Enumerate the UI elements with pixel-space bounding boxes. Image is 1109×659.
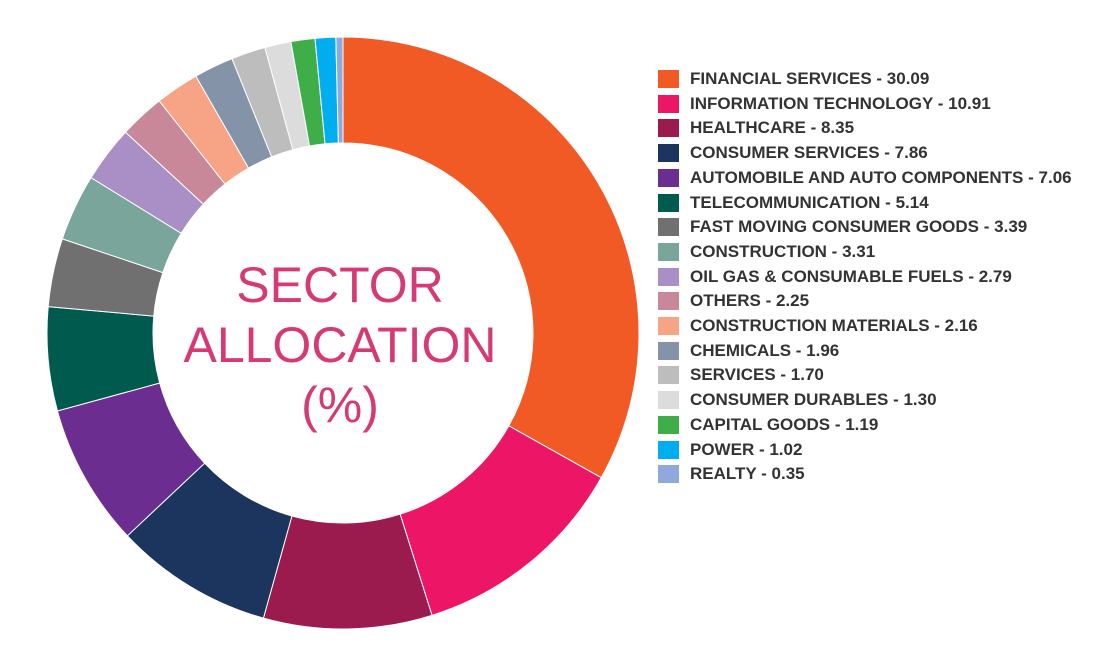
legend-swatch [658, 242, 679, 261]
legend-label: CONSTRUCTION [690, 241, 827, 261]
legend-swatch [658, 144, 679, 163]
legend-separator: - [933, 93, 949, 113]
legend-item: POWER - 1.02 [658, 438, 1098, 463]
legend-item: AUTOMOBILE AND AUTO COMPONENTS - 7.06 [658, 166, 1098, 191]
legend-separator: - [929, 316, 945, 336]
legend-value: 1.96 [806, 340, 840, 360]
legend-item: CONSTRUCTION - 3.31 [658, 240, 1098, 265]
legend-label: OTHERS [690, 291, 761, 311]
legend-value: 0.35 [771, 464, 805, 484]
legend-value: 7.06 [1038, 167, 1072, 187]
legend-separator: - [791, 340, 807, 360]
legend-separator: - [756, 464, 772, 484]
legend-separator: - [830, 414, 846, 434]
legend-swatch [658, 317, 679, 336]
legend-swatch [658, 366, 679, 385]
legend-item: CONSUMER SERVICES - 7.86 [658, 141, 1098, 166]
legend-item: INFORMATION TECHNOLOGY - 10.91 [658, 92, 1098, 117]
legend-item: FINANCIAL SERVICES - 30.09 [658, 67, 1098, 92]
legend-label: CONSUMER DURABLES [690, 390, 889, 410]
chart-title: SECTOR [236, 257, 443, 313]
legend-label: TELECOMMUNICATION [690, 192, 881, 212]
legend-value: 1.02 [769, 439, 803, 459]
legend-value: 30.09 [886, 69, 930, 88]
legend-item: TELECOMMUNICATION - 5.14 [658, 191, 1098, 216]
legend-swatch [658, 218, 679, 237]
legend-item: FAST MOVING CONSUMER GOODS - 3.39 [658, 215, 1098, 240]
legend-label: CHEMICALS [690, 340, 792, 360]
legend-swatch [658, 391, 679, 410]
donut [46, 36, 640, 630]
legend-value: 1.30 [903, 390, 937, 410]
legend: FINANCIAL SERVICES - 30.09 INFORMATION TE… [658, 67, 1098, 487]
legend-label: REALTY [690, 464, 757, 484]
legend-separator: - [1023, 167, 1039, 187]
chart: SECTOR ALLOCATION (%) [46, 36, 640, 630]
legend-value: 2.79 [978, 266, 1012, 286]
legend-value: 2.25 [775, 291, 810, 311]
legend-separator: - [826, 241, 843, 261]
legend-item: SERVICES - 1.70 [658, 363, 1098, 388]
legend-value: 3.39 [994, 217, 1028, 237]
legend-separator: - [979, 217, 995, 237]
slice [342, 36, 640, 479]
legend-item: REALTY - 0.35 [658, 462, 1098, 487]
legend-value: 1.19 [845, 414, 879, 434]
legend-separator: - [888, 390, 904, 410]
chart-title: ALLOCATION [183, 317, 496, 373]
legend-label: FINANCIAL SERVICES [690, 69, 872, 88]
legend-swatch [658, 341, 679, 360]
legend-separator: - [879, 143, 895, 163]
legend-value: 8.35 [820, 118, 855, 138]
legend-separator: - [871, 69, 887, 88]
legend-label: FAST MOVING CONSUMER GOODS [690, 217, 980, 237]
legend-label: SERVICES [690, 365, 776, 385]
legend-swatch [658, 168, 679, 187]
legend-item: CHEMICALS - 1.96 [658, 339, 1098, 364]
chart-title: (%) [301, 377, 379, 433]
legend-label: CONSUMER SERVICES [690, 143, 880, 163]
legend-separator: - [760, 291, 776, 311]
legend-item: OIL GAS & CONSUMABLE FUELS - 2.79 [658, 265, 1098, 290]
legend-label: OIL GAS & CONSUMABLE FUELS [690, 266, 964, 286]
legend-swatch [658, 94, 679, 113]
legend-separator: - [805, 118, 821, 138]
legend-value: 3.31 [842, 241, 876, 261]
legend-swatch [658, 440, 679, 459]
legend-separator: - [880, 192, 896, 212]
legend-label: INFORMATION TECHNOLOGY [690, 93, 934, 113]
legend-label: CAPITAL GOODS [690, 414, 831, 434]
legend-separator: - [754, 439, 770, 459]
legend-label: HEALTHCARE [690, 118, 806, 138]
legend-item: CAPITAL GOODS - 1.19 [658, 413, 1098, 438]
legend-swatch [658, 193, 679, 212]
legend-swatch [658, 267, 679, 286]
legend-item: HEALTHCARE - 8.35 [658, 116, 1098, 141]
legend-label: AUTOMOBILE AND AUTO COMPONENTS [690, 167, 1024, 187]
legend-swatch [658, 119, 679, 138]
legend-item: OTHERS - 2.25 [658, 289, 1098, 314]
legend-item: CONSTRUCTION MATERIALS - 2.16 [658, 314, 1098, 339]
legend-label: POWER [690, 439, 755, 459]
legend-separator: - [963, 266, 979, 286]
legend-label: CONSTRUCTION MATERIALS [690, 316, 930, 336]
legend-value: 1.70 [790, 365, 824, 385]
legend-value: 10.91 [948, 93, 991, 113]
legend-value: 2.16 [944, 316, 978, 336]
legend-value: 7.86 [894, 143, 928, 163]
legend-swatch [658, 415, 679, 434]
legend-value: 5.14 [895, 192, 929, 212]
legend-item: CONSUMER DURABLES - 1.30 [658, 388, 1098, 413]
legend-separator: - [775, 365, 791, 385]
legend-swatch [658, 70, 679, 88]
legend-swatch [658, 292, 679, 311]
slice [335, 36, 344, 144]
legend-swatch [658, 465, 679, 484]
